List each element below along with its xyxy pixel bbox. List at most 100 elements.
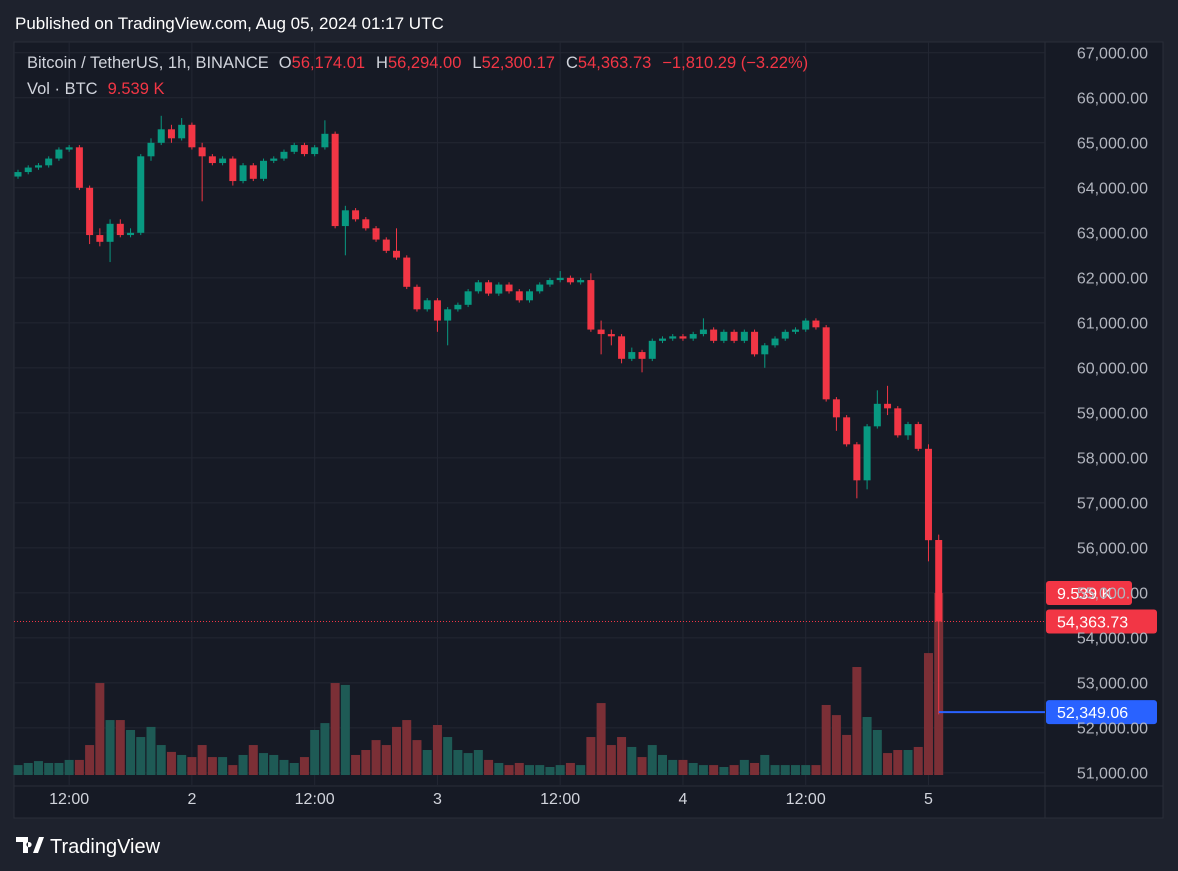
volume-bar xyxy=(647,745,657,775)
volume-bar xyxy=(54,762,64,775)
volume-bar xyxy=(893,750,903,775)
volume-bar xyxy=(801,765,811,775)
volume-bar xyxy=(525,765,534,775)
volume-bar xyxy=(259,753,269,775)
candle-body xyxy=(740,331,748,341)
candle-body xyxy=(280,151,288,159)
y-tick-label: 64,000.00 xyxy=(1077,180,1148,197)
ohlc-value: 56,294.00 xyxy=(387,54,462,72)
y-tick-label: 57,000.00 xyxy=(1077,495,1148,512)
price-tag: 54,363.73 xyxy=(1057,614,1128,631)
volume-bar xyxy=(13,765,23,775)
volume-bar xyxy=(432,725,442,775)
volume-bar xyxy=(146,726,156,775)
volume-bar xyxy=(596,703,606,775)
volume-bar xyxy=(821,704,831,775)
candle-body xyxy=(873,403,881,427)
logo-icon xyxy=(16,837,44,853)
candle-body xyxy=(239,165,247,182)
candle-body xyxy=(116,223,124,236)
volume-bar xyxy=(872,729,882,775)
candle-body xyxy=(106,223,114,242)
ohlc-value: 54,363.73 xyxy=(577,54,652,72)
volume-bar xyxy=(770,765,780,775)
y-tick-label: 55,000.00 xyxy=(1077,585,1148,602)
volume-bar xyxy=(381,745,391,775)
volume-legend: Vol · BTC 9.539 K xyxy=(27,80,165,99)
volume-tag: 9.539 K xyxy=(1057,586,1112,603)
volume-tag-bg xyxy=(1046,580,1132,605)
volume-bar xyxy=(504,765,514,775)
candle-body xyxy=(311,147,319,155)
marker-tag-bg xyxy=(1046,700,1157,725)
volume-bar xyxy=(443,737,453,775)
candle-body xyxy=(495,284,503,294)
volume-bar xyxy=(494,762,504,775)
x-tick-label: 4 xyxy=(678,791,687,808)
volume-bar xyxy=(299,757,309,775)
volume-bar xyxy=(790,765,800,775)
volume-bar xyxy=(852,667,862,775)
candle-body xyxy=(444,309,452,321)
candle-body xyxy=(65,147,73,150)
candle-body xyxy=(607,334,615,337)
volume-bar xyxy=(606,745,616,775)
volume-bar xyxy=(514,762,524,775)
candle-body xyxy=(219,158,227,164)
volume-bar xyxy=(289,762,299,775)
change: −1,810.29 (−3.22%) xyxy=(662,54,809,72)
volume-bar xyxy=(351,754,361,775)
published-header: Published on TradingView.com, Aug 05, 20… xyxy=(15,14,444,33)
volume-bar xyxy=(44,762,54,775)
marker-tag: 52,349.06 xyxy=(1057,705,1128,722)
symbol: Bitcoin / TetherUS, 1h, BINANCE xyxy=(27,54,269,72)
candle-body xyxy=(597,329,605,335)
candle-body xyxy=(321,133,329,148)
volume-bar xyxy=(668,759,678,775)
volume-bar xyxy=(166,751,176,775)
x-tick-label: 12:00 xyxy=(49,791,89,808)
volume-bar xyxy=(371,740,381,775)
y-tick-label: 66,000.00 xyxy=(1077,90,1148,107)
candle-body xyxy=(403,257,411,287)
y-tick-label: 52,000.00 xyxy=(1077,720,1148,737)
price-tag-bg xyxy=(1046,609,1157,634)
x-tick-label: 5 xyxy=(924,791,933,808)
x-tick-label: 12:00 xyxy=(786,791,826,808)
candle-body xyxy=(526,291,533,301)
candle-body xyxy=(55,149,63,159)
volume-bar xyxy=(136,737,146,775)
volume-bar xyxy=(392,726,402,775)
candle-body xyxy=(648,340,656,359)
candle-body xyxy=(300,145,308,155)
volume-bar xyxy=(473,750,483,775)
candle-body xyxy=(669,336,677,339)
candle-body xyxy=(86,187,94,236)
volume-bar xyxy=(576,765,586,775)
volume-bar xyxy=(535,765,545,775)
candle-body xyxy=(372,228,380,240)
candle-body xyxy=(751,331,759,355)
candle-body xyxy=(536,284,544,292)
volume-bar xyxy=(422,750,432,775)
volume-bar xyxy=(883,753,893,775)
footer-brand: TradingView xyxy=(50,836,161,858)
candle-body xyxy=(229,158,237,182)
y-tick-label: 67,000.00 xyxy=(1077,45,1148,62)
volume-bar xyxy=(780,765,790,775)
volume-bar xyxy=(85,745,95,775)
candle-body xyxy=(75,147,83,188)
volume-bar xyxy=(412,740,422,775)
candle-body xyxy=(699,329,707,335)
candle-body xyxy=(188,124,196,148)
volume-bar xyxy=(320,723,330,775)
volume-bar xyxy=(95,683,105,775)
candle-body xyxy=(362,219,370,229)
candle-body xyxy=(843,417,851,445)
ohlc-value: 52,300.17 xyxy=(481,54,555,72)
volume-bar xyxy=(453,750,463,775)
y-tick-label: 63,000.00 xyxy=(1077,225,1148,242)
candle-body xyxy=(454,304,462,310)
volume-bar xyxy=(811,765,821,775)
volume-bar xyxy=(74,759,84,775)
